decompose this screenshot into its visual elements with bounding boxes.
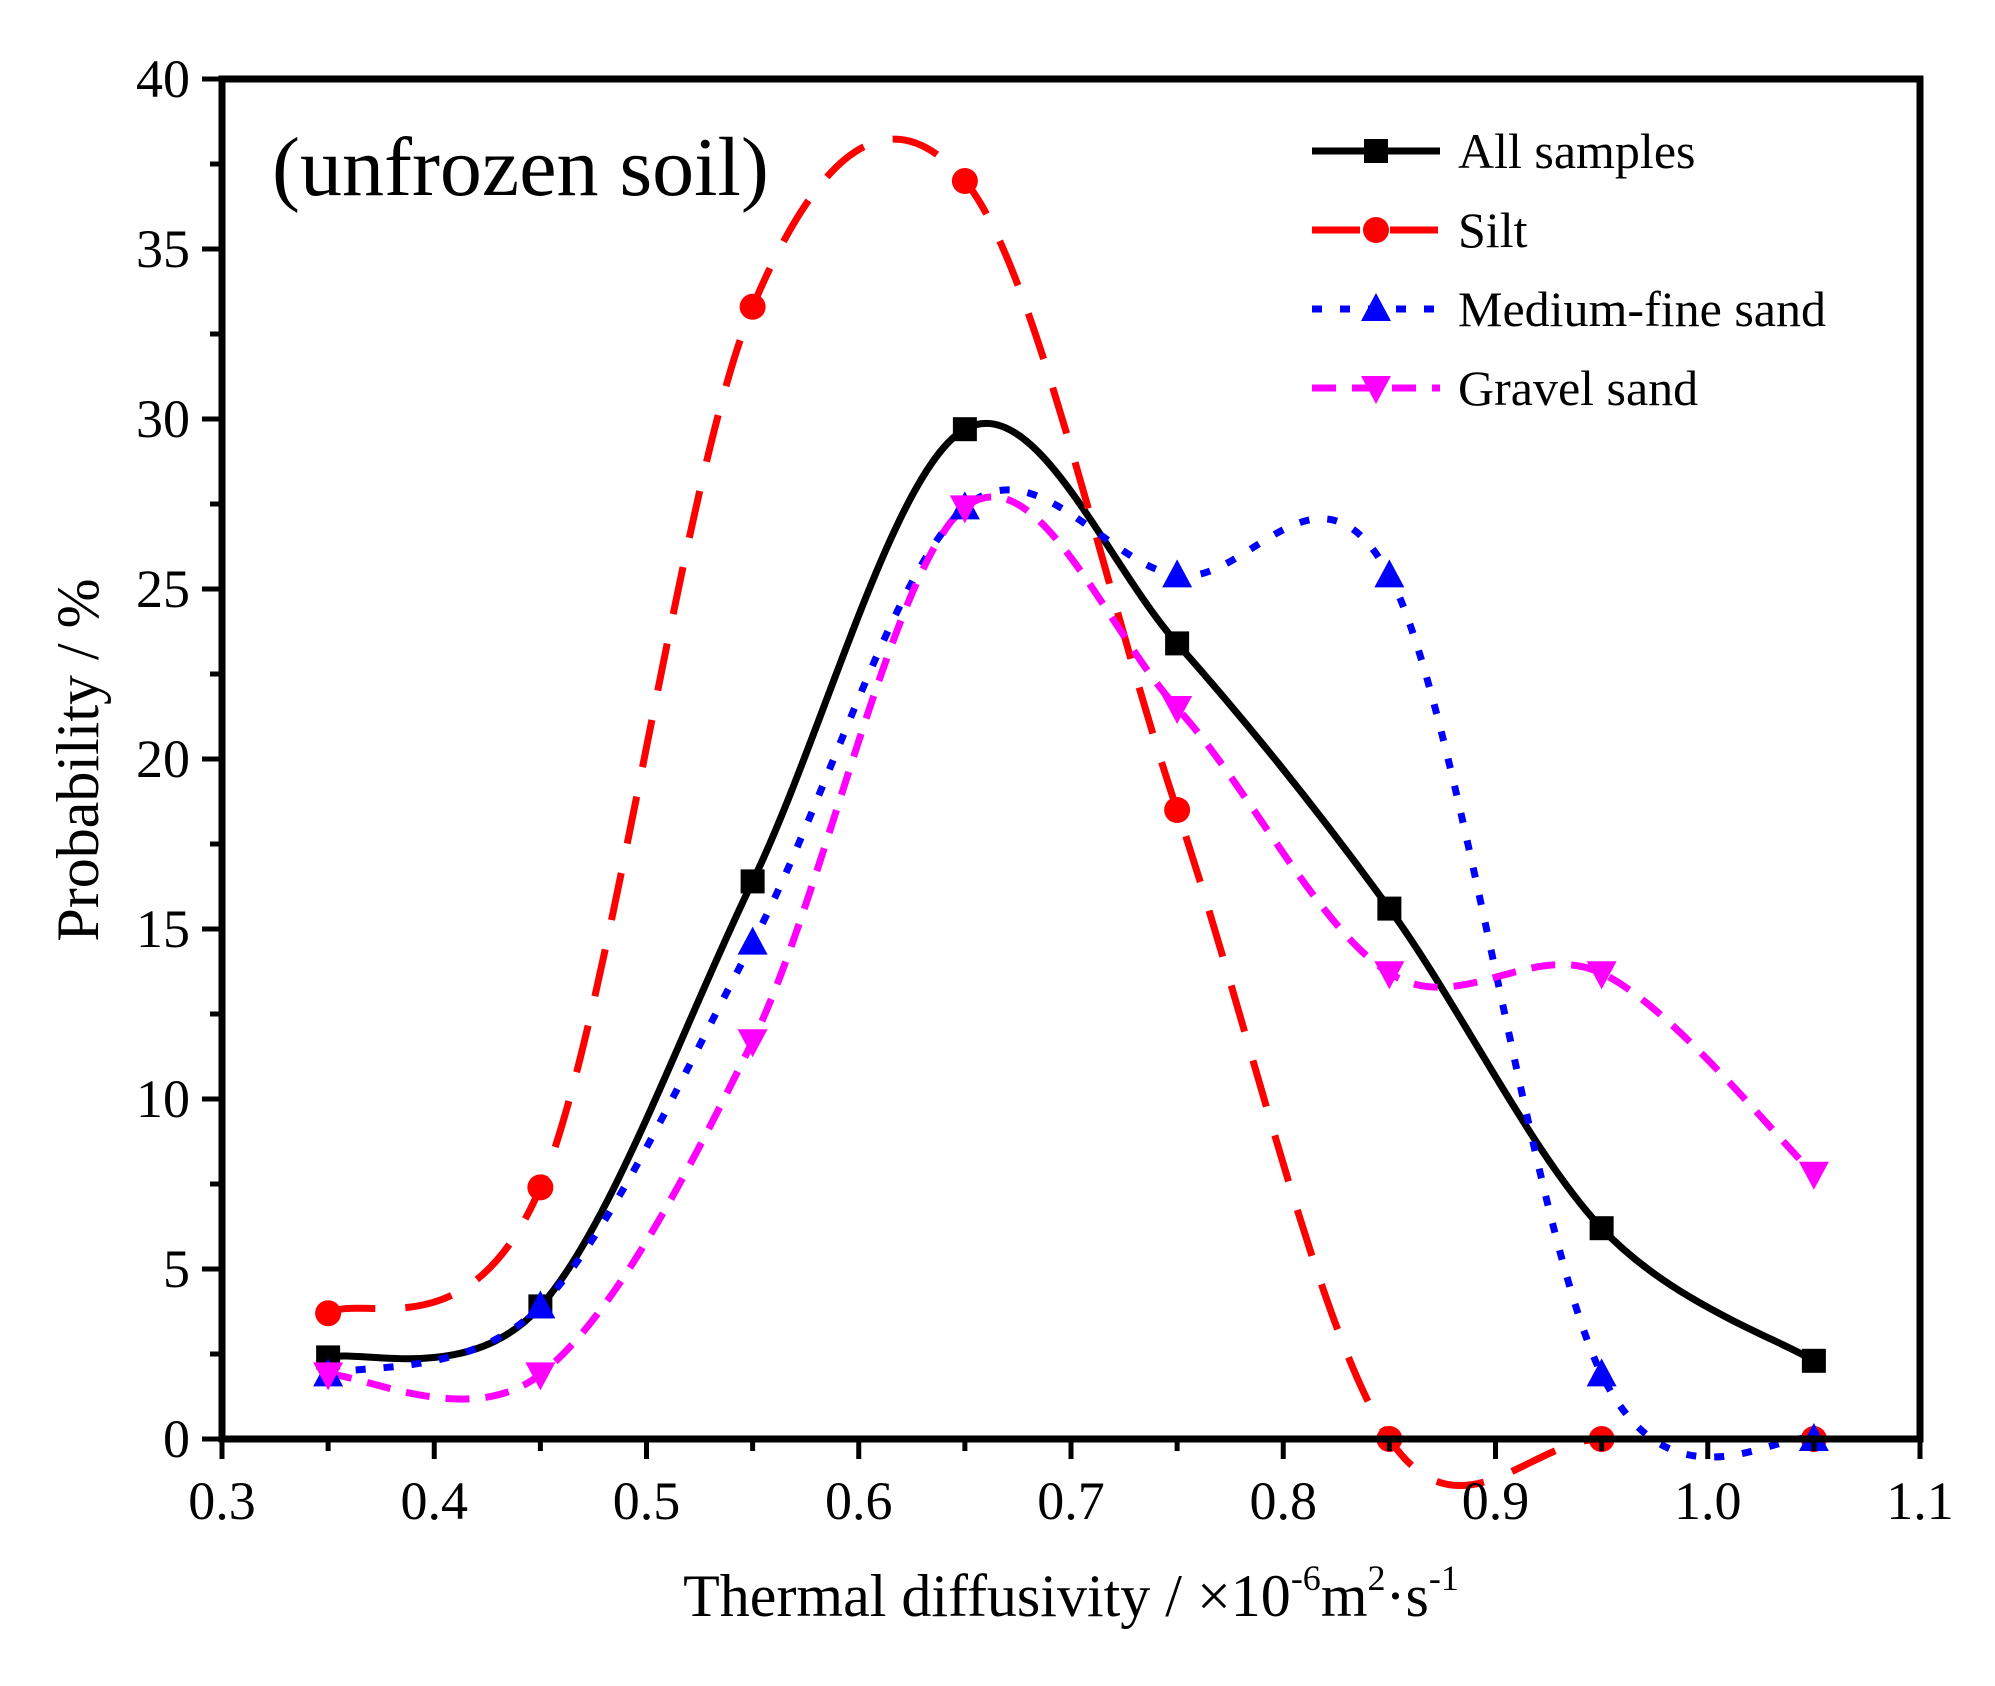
data-point-medium-fine-sand [1374, 559, 1405, 588]
data-point-gravel-sand [313, 1362, 344, 1391]
data-point-all-samples [740, 869, 765, 894]
data-point-all-samples [1589, 1216, 1614, 1241]
data-point-gravel-sand [1374, 961, 1405, 990]
series-markers [313, 168, 1829, 1452]
series-line-silt [326, 135, 1814, 1490]
data-point-all-samples [1377, 896, 1402, 921]
data-point-silt [951, 168, 978, 194]
legend-label-silt: Silt [1458, 202, 1528, 258]
x-tick-label: 0.5 [613, 1471, 681, 1531]
legend-label-gravel-sand: Gravel sand [1458, 360, 1698, 416]
x-tick-label: 0.7 [1037, 1471, 1105, 1531]
series-curves [326, 135, 1817, 1490]
y-tick-label: 25 [136, 559, 190, 619]
x-tick-label: 0.8 [1250, 1471, 1318, 1531]
x-tick-label: 1.1 [1886, 1471, 1954, 1531]
y-tick-label: 10 [136, 1069, 190, 1129]
data-point-all-samples [952, 417, 977, 442]
legend-marker-gravel-sand [1361, 376, 1391, 404]
x-axis-title-exp-1: -6 [1291, 1558, 1321, 1598]
data-point-medium-fine-sand [1162, 559, 1193, 588]
legend-marker-medium-fine-sand [1361, 293, 1391, 321]
series-line-all-samples [327, 419, 1816, 1364]
data-point-all-samples [1165, 631, 1190, 656]
x-tick-label: 0.3 [188, 1471, 256, 1531]
y-axis-title: Probability / % [45, 578, 111, 941]
y-tick-label: 35 [136, 219, 190, 279]
data-point-medium-fine-sand [737, 926, 768, 955]
legend-marker-silt [1363, 217, 1389, 243]
data-point-silt [315, 1300, 342, 1327]
x-tick-label: 1.0 [1674, 1471, 1742, 1531]
data-point-gravel-sand [1798, 1161, 1829, 1190]
y-tick-label: 20 [136, 729, 190, 789]
x-tick-label: 0.6 [825, 1471, 893, 1531]
data-point-gravel-sand [1162, 696, 1193, 724]
axis-ticks: 0.3 0.4 0.5 0.6 0.7 0.8 0.9 1.0 1.1 0 5 10 15 20 25 30 3… [136, 49, 1954, 1531]
x-axis-title-unit-s: ·s [1385, 1563, 1428, 1629]
series-line-medium-fine-sand [327, 486, 1815, 1461]
data-point-all-samples [1801, 1348, 1826, 1373]
y-tick-label: 40 [136, 49, 190, 109]
y-tick-label: 15 [136, 899, 190, 959]
data-point-gravel-sand [949, 495, 980, 524]
x-axis-title-main: Thermal diffusivity / ×10 [683, 1563, 1291, 1629]
data-point-gravel-sand [525, 1362, 556, 1391]
data-point-silt [1164, 797, 1191, 823]
chart-annotation: (unfrozen soil) [272, 121, 769, 214]
legend-label-all-samples: All samples [1458, 123, 1695, 179]
data-point-gravel-sand [737, 1029, 768, 1058]
data-point-silt [527, 1174, 554, 1201]
x-tick-label: 0.9 [1462, 1471, 1530, 1531]
y-tick-label: 30 [136, 389, 190, 449]
data-point-silt [739, 293, 766, 320]
data-point-medium-fine-sand [525, 1290, 556, 1319]
data-point-gravel-sand [1586, 961, 1617, 990]
x-tick-label: 0.4 [401, 1471, 469, 1531]
series-line-gravel-sand [327, 493, 1817, 1403]
x-axis-title-exp-2: 2 [1367, 1558, 1385, 1598]
y-tick-label: 5 [163, 1239, 190, 1299]
legend-marker-all-samples [1364, 139, 1388, 163]
x-axis-title-unit-m: m [1321, 1563, 1368, 1629]
data-point-medium-fine-sand [1586, 1358, 1617, 1387]
y-tick-label: 0 [163, 1409, 190, 1469]
x-axis-title: Thermal diffusivity / ×10-6m2·s-1 [683, 1558, 1459, 1629]
legend-label-medium-fine-sand: Medium-fine sand [1458, 281, 1826, 337]
x-axis-title-exp-3: -1 [1429, 1558, 1459, 1598]
legend: All samples Silt Medium-fine sand Gravel sa… [1312, 123, 1826, 416]
